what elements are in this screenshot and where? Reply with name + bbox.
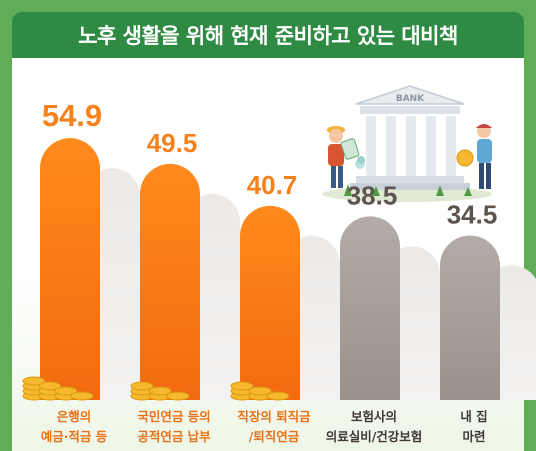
bar — [340, 216, 400, 400]
bar — [440, 235, 500, 400]
bank-lintel — [360, 106, 460, 114]
category-label: 마련 — [462, 429, 485, 444]
category-label: 내 집 — [460, 409, 487, 424]
bank-step-1 — [356, 176, 464, 183]
value-label: 40.7 — [247, 170, 298, 200]
bar — [240, 205, 300, 400]
value-label: 38.5 — [347, 180, 398, 210]
category-label: 은행의 — [57, 409, 92, 424]
title-banner: 노후 생활을 위해 현재 준비하고 있는 대비책 — [12, 12, 524, 58]
bank-columns — [366, 116, 456, 176]
value-label: 54.9 — [42, 98, 102, 133]
man-with-cash-icon — [327, 126, 365, 188]
chart-title: 노후 생활을 위해 현재 준비하고 있는 대비책 — [78, 24, 458, 48]
category-label: /퇴직연금 — [249, 429, 300, 444]
bank-step-2 — [350, 183, 470, 190]
bar — [140, 163, 200, 400]
bank-roof — [355, 85, 465, 105]
category-label: 공적연금 납부 — [137, 429, 211, 444]
coin-stack-icon — [22, 376, 94, 401]
bar — [40, 138, 100, 400]
coin-stack-icon — [130, 381, 190, 401]
bars-layer — [22, 138, 536, 401]
grass-tufts — [344, 184, 472, 196]
coin-stack-icon — [230, 381, 290, 401]
bank-sign: BANK — [396, 94, 425, 104]
value-label: 49.5 — [147, 128, 198, 158]
category-label: 의료실비/건강보험 — [326, 429, 423, 444]
bank-illustration: BANK — [322, 85, 492, 202]
category-label: 예금·적금 등 — [41, 429, 108, 444]
value-label: 34.5 — [447, 199, 498, 229]
category-label: 직장의 퇴직금 — [237, 409, 311, 424]
labels-layer: 54.9 49.5 40.7 38.5 34.5 — [42, 98, 497, 229]
elderly-man-with-coin-icon — [456, 124, 492, 189]
category-label: 국민연금 등의 — [137, 409, 210, 424]
category-label: 보험사의 — [351, 409, 397, 424]
